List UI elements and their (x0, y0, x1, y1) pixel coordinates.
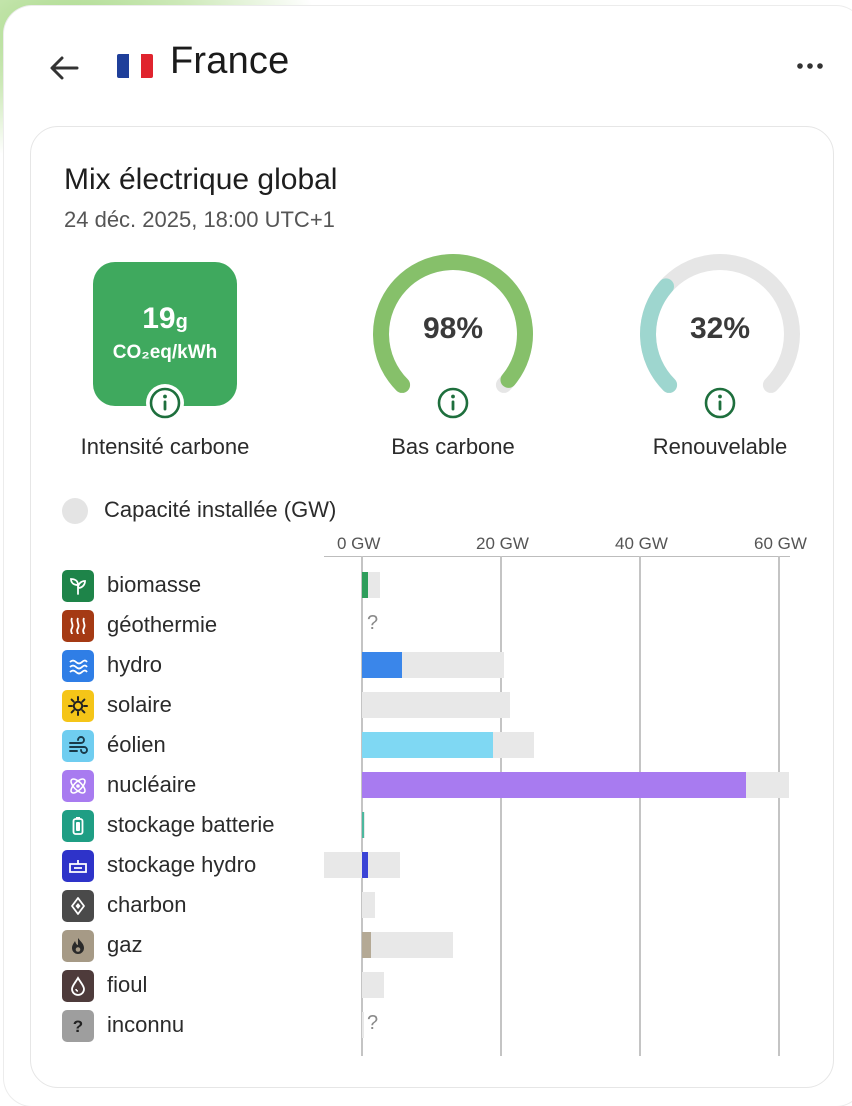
battery-icon (62, 810, 94, 842)
back-button[interactable] (44, 48, 84, 88)
question-icon: ? (62, 1010, 94, 1042)
dam-icon (62, 850, 94, 882)
coal-icon (62, 890, 94, 922)
card-datetime: 24 déc. 2025, 18:00 UTC+1 (64, 207, 335, 232)
low-carbon-gauge: 98% (371, 252, 535, 416)
top-bar: France (0, 0, 852, 130)
production-bar (362, 652, 402, 678)
source-row-hydro[interactable]: hydro (62, 648, 822, 682)
source-label: stockage hydro (107, 852, 257, 877)
production-bar (362, 852, 369, 878)
source-row-géothermie[interactable]: géothermie (62, 608, 822, 642)
source-label: biomasse (107, 572, 202, 597)
more-dots-icon (797, 63, 823, 69)
source-row-stockage-hydro[interactable]: stockage hydro (62, 848, 822, 882)
chart-x-axis (324, 556, 790, 557)
renewable-info-icon[interactable] (701, 384, 739, 422)
low-carbon-info-icon[interactable] (434, 384, 472, 422)
renewable-value: 32% (689, 312, 751, 345)
source-label: inconnu (107, 1012, 185, 1037)
renewable-label: Renouvelable (652, 434, 788, 459)
carbon-intensity-label: Intensité carbone (80, 434, 250, 459)
source-label: solaire (107, 692, 172, 717)
source-label: gaz (107, 932, 143, 957)
capacity-bar (362, 892, 375, 918)
source-label: nucléaire (107, 772, 197, 797)
leaf-icon (62, 570, 94, 602)
unknown-value-marker: ? (367, 612, 379, 634)
production-bar (362, 772, 746, 798)
chart-tick-label: 60 GW (754, 534, 807, 553)
country-title: France (170, 40, 290, 82)
more-options-button[interactable] (792, 54, 828, 78)
arrow-left-icon (50, 56, 79, 80)
capacity-bar (362, 1012, 364, 1038)
capacity-bar (362, 692, 511, 718)
chart-grid-line (639, 556, 641, 1056)
france-flag-icon (117, 54, 153, 78)
svg-text:?: ? (73, 1017, 83, 1036)
wind-icon (62, 730, 94, 762)
atom-icon (62, 770, 94, 802)
carbon-intensity-info-icon[interactable] (146, 384, 184, 422)
chart-grid-line (500, 556, 502, 1056)
source-row-stockage-batterie[interactable]: stockage batterie (62, 808, 822, 842)
renewable-gauge-fill (640, 278, 678, 393)
source-row-biomasse[interactable]: biomasse (62, 568, 822, 602)
oil-drop-icon (62, 970, 94, 1002)
flag-stripe-white (129, 54, 141, 78)
unknown-value-marker: ? (367, 1012, 379, 1034)
carbon-intensity-unit: CO₂eq/kWh (112, 342, 218, 363)
source-label: stockage batterie (107, 812, 275, 837)
source-row-éolien[interactable]: éolien (62, 728, 822, 762)
heat-waves-icon (62, 610, 94, 642)
chart-tick-label: 0 GW (337, 534, 381, 553)
chart-tick-label: 20 GW (476, 534, 529, 553)
source-label: hydro (107, 652, 163, 677)
source-row-charbon[interactable]: charbon (62, 888, 822, 922)
capacity-bar (323, 852, 401, 878)
source-row-fioul[interactable]: fioul (62, 968, 822, 1002)
flag-stripe-blue (117, 54, 129, 78)
carbon-intensity-value: 19g (142, 302, 188, 335)
renewable-gauge: 32% (638, 252, 802, 416)
capacity-bar (362, 972, 384, 998)
sun-icon (62, 690, 94, 722)
flame-icon (62, 930, 94, 962)
source-label: charbon (107, 892, 187, 917)
source-row-inconnu[interactable]: ? inconnu (62, 1008, 822, 1042)
installed-capacity-label: Capacité installée (GW) (104, 497, 337, 522)
source-label: géothermie (107, 612, 218, 637)
source-row-gaz[interactable]: gaz (62, 928, 822, 962)
installed-capacity-toggle[interactable] (62, 498, 88, 524)
carbon-intensity-badge: 19g CO₂eq/kWh (93, 262, 237, 406)
chart-grid-line (361, 556, 363, 1056)
production-bar (362, 572, 369, 598)
low-carbon-value: 98% (422, 312, 484, 345)
flag-stripe-red (141, 54, 153, 78)
source-label: éolien (107, 732, 166, 757)
production-bar (362, 732, 493, 758)
water-waves-icon (62, 650, 94, 682)
card-title: Mix électrique global (64, 163, 338, 196)
chart-grid-line (778, 556, 780, 1056)
source-row-nucléaire[interactable]: nucléaire (62, 768, 822, 802)
capacity-bar (362, 932, 454, 958)
production-bar (362, 932, 372, 958)
source-row-solaire[interactable]: solaire (62, 688, 822, 722)
chart-tick-label: 40 GW (615, 534, 668, 553)
low-carbon-gauge-fill (373, 254, 533, 393)
production-bar (362, 812, 365, 838)
low-carbon-label: Bas carbone (391, 434, 515, 459)
source-label: fioul (107, 972, 148, 997)
